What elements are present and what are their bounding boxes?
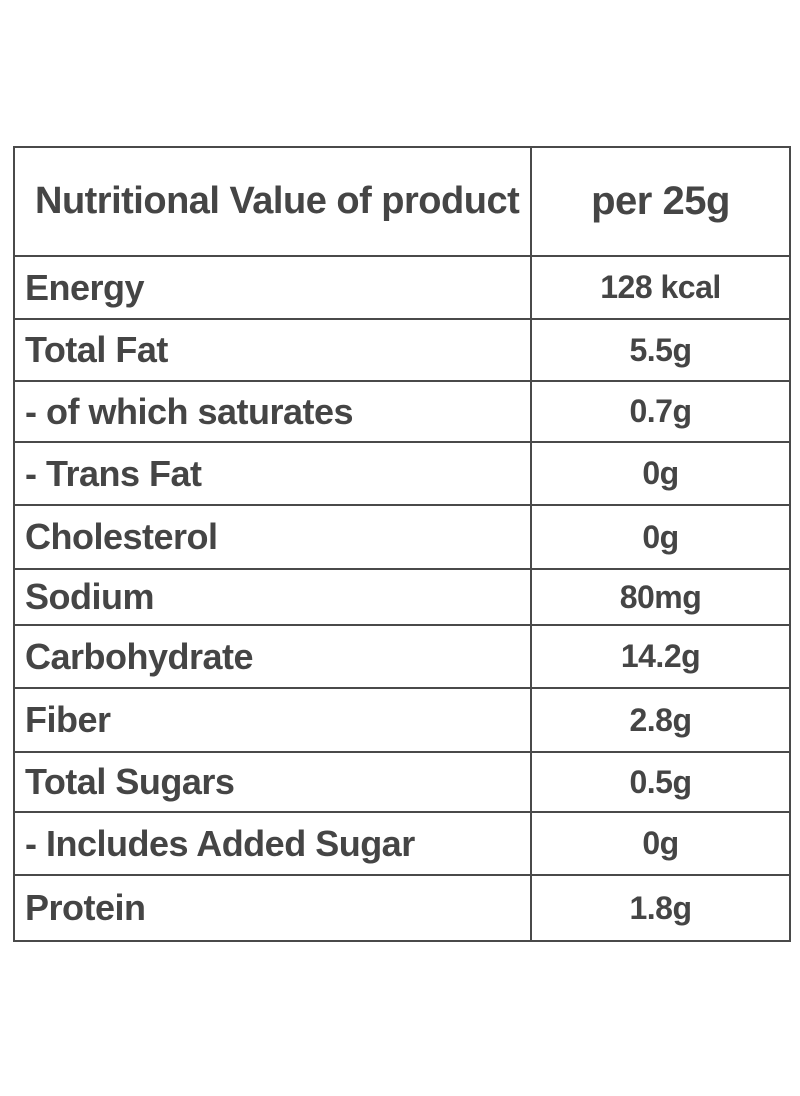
nutrient-label: Total Sugars: [15, 753, 532, 811]
table-row: Carbohydrate 14.2g: [15, 624, 789, 687]
table-row: Total Sugars 0.5g: [15, 751, 789, 811]
table-row: - Trans Fat 0g: [15, 441, 789, 504]
nutrient-label: Fiber: [15, 689, 532, 751]
table-row: Sodium 80mg: [15, 568, 789, 624]
table-row: Total Fat 5.5g: [15, 318, 789, 380]
nutrient-label: Cholesterol: [15, 506, 532, 568]
nutrient-value: 5.5g: [629, 331, 692, 368]
nutrient-label: Total Fat: [15, 320, 532, 380]
table-row: Cholesterol 0g: [15, 504, 789, 568]
table-row: Fiber 2.8g: [15, 687, 789, 751]
table-row: Energy 128 kcal: [15, 255, 789, 318]
nutrient-label: - of which saturates: [15, 382, 532, 441]
nutrient-value: 14.2g: [620, 638, 701, 674]
nutrient-label: - Trans Fat: [15, 443, 532, 504]
nutrient-label: Energy: [15, 257, 532, 318]
nutrient-value: 0g: [642, 518, 679, 555]
nutrient-value: 2.8g: [629, 701, 692, 738]
table-row: - of which saturates 0.7g: [15, 380, 789, 441]
nutrient-label: - Includes Added Sugar: [15, 813, 532, 874]
nutrient-value: 128 kcal: [600, 269, 721, 305]
table-row: - Includes Added Sugar 0g: [15, 811, 789, 874]
nutrient-value: 0g: [642, 455, 679, 491]
nutrient-value: 80mg: [619, 578, 702, 615]
nutrient-value: 0.5g: [629, 763, 692, 800]
header-value: per 25g: [591, 179, 730, 223]
header-label: Nutritional Value of product: [15, 148, 532, 255]
nutrient-value: 1.8g: [629, 889, 692, 926]
nutrient-value: 0.7g: [629, 393, 692, 429]
nutrient-label: Sodium: [15, 570, 532, 624]
nutrient-label: Carbohydrate: [15, 626, 532, 687]
nutrient-label: Protein: [15, 876, 532, 940]
nutrition-table: Nutritional Value of product per 25g Ene…: [13, 146, 791, 942]
table-row: Protein 1.8g: [15, 874, 789, 940]
nutrient-value: 0g: [642, 825, 679, 861]
table-header-row: Nutritional Value of product per 25g: [15, 148, 789, 255]
